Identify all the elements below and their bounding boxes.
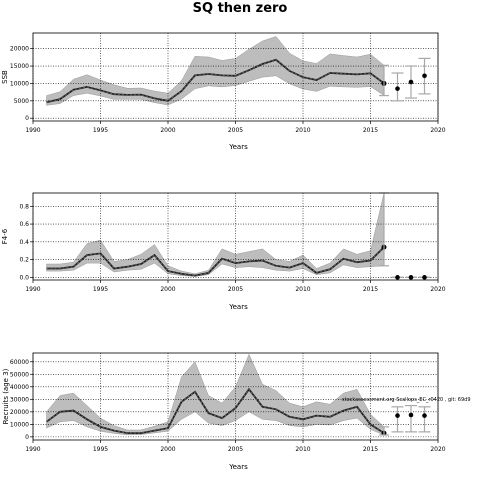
x-tick-label: 2020: [430, 286, 445, 293]
x-axis-label: Years: [228, 143, 248, 151]
y-tick-label: 10000: [10, 421, 29, 428]
y-tick-label: 0.6: [19, 221, 29, 228]
x-tick-label: 2000: [160, 446, 175, 453]
forecast-point: [395, 86, 400, 91]
y-tick-label: 0.4: [19, 239, 29, 246]
y-tick-label: 5000: [14, 98, 29, 105]
y-tick-label: 10000: [10, 80, 29, 87]
x-tick-label: 2020: [430, 127, 445, 134]
x-tick-label: 2005: [228, 446, 243, 453]
x-axis-label: Years: [228, 463, 248, 471]
confidence-band: [46, 36, 385, 106]
estimate-line-dashed: [46, 59, 385, 103]
x-tick-label: 2015: [363, 446, 378, 453]
y-tick-label: 0.0: [19, 274, 29, 281]
x-tick-label: 1990: [25, 286, 40, 293]
x-tick-label: 1990: [25, 446, 40, 453]
y-tick-label: 0: [25, 115, 29, 122]
x-tick-label: 2010: [295, 446, 310, 453]
y-tick-label: 0.2: [19, 257, 29, 264]
y-tick-label: 60000: [10, 359, 29, 366]
x-tick-label: 2000: [160, 127, 175, 134]
stockassessment-annotation: stockassessment.org Scallops_EC_r0420 , …: [342, 397, 471, 403]
forecast-point: [395, 275, 400, 280]
y-tick-label: 20000: [10, 409, 29, 416]
x-tick-label: 2020: [430, 446, 445, 453]
x-tick-label: 1995: [93, 286, 108, 293]
y-axis-label: SSB: [1, 70, 9, 84]
y-tick-label: 0.8: [19, 203, 29, 210]
forecast-point: [422, 275, 427, 280]
estimate-line-dashed: [46, 388, 385, 434]
forecast-point: [408, 412, 414, 418]
estimate-line-dashed: [46, 246, 385, 277]
x-tick-label: 2000: [160, 286, 175, 293]
x-tick-label: 2010: [295, 286, 310, 293]
y-axis-label: F4-6: [1, 228, 9, 244]
chart-panel-3: 1990 1995 2000 2005 2010 2015 2020 0 10000 20000 3…: [2, 352, 446, 471]
y-axis-label: Recruits (age 3): [2, 368, 10, 424]
x-tick-label: 2015: [363, 286, 378, 293]
x-tick-label: 2005: [228, 286, 243, 293]
y-tick-label: 15000: [10, 63, 29, 70]
forecast-point: [408, 275, 414, 280]
forecast-point: [422, 73, 427, 79]
x-axis-label: Years: [228, 303, 248, 311]
y-tick-label: 30000: [10, 396, 29, 403]
y-tick-label: 20000: [10, 46, 29, 53]
forecast-point: [422, 413, 427, 418]
x-tick-label: 1990: [25, 127, 40, 134]
x-tick-label: 2010: [295, 127, 310, 134]
confidence-band: [46, 192, 385, 277]
x-tick-label: 1995: [93, 446, 108, 453]
figure-title: SQ then zero: [193, 1, 288, 16]
x-tick-label: 2005: [228, 127, 243, 134]
x-tick-label: 1995: [93, 127, 108, 134]
forecast-point: [408, 79, 414, 85]
y-tick-label: 0: [25, 434, 29, 441]
x-tick-label: 2015: [363, 127, 378, 134]
chart-panel-2: 1990 1995 2000 2005 2010 2015 2020 0.0 0.2 0.4 0.6…: [1, 192, 446, 311]
forecast-point: [395, 413, 400, 418]
y-tick-label: 40000: [10, 384, 29, 391]
chart-panel-1: 1990 1995 2000 2005 2010 2015 2020 0 5000 10000 15…: [1, 32, 446, 151]
confidence-band: [46, 353, 385, 436]
y-tick-label: 50000: [10, 371, 29, 378]
